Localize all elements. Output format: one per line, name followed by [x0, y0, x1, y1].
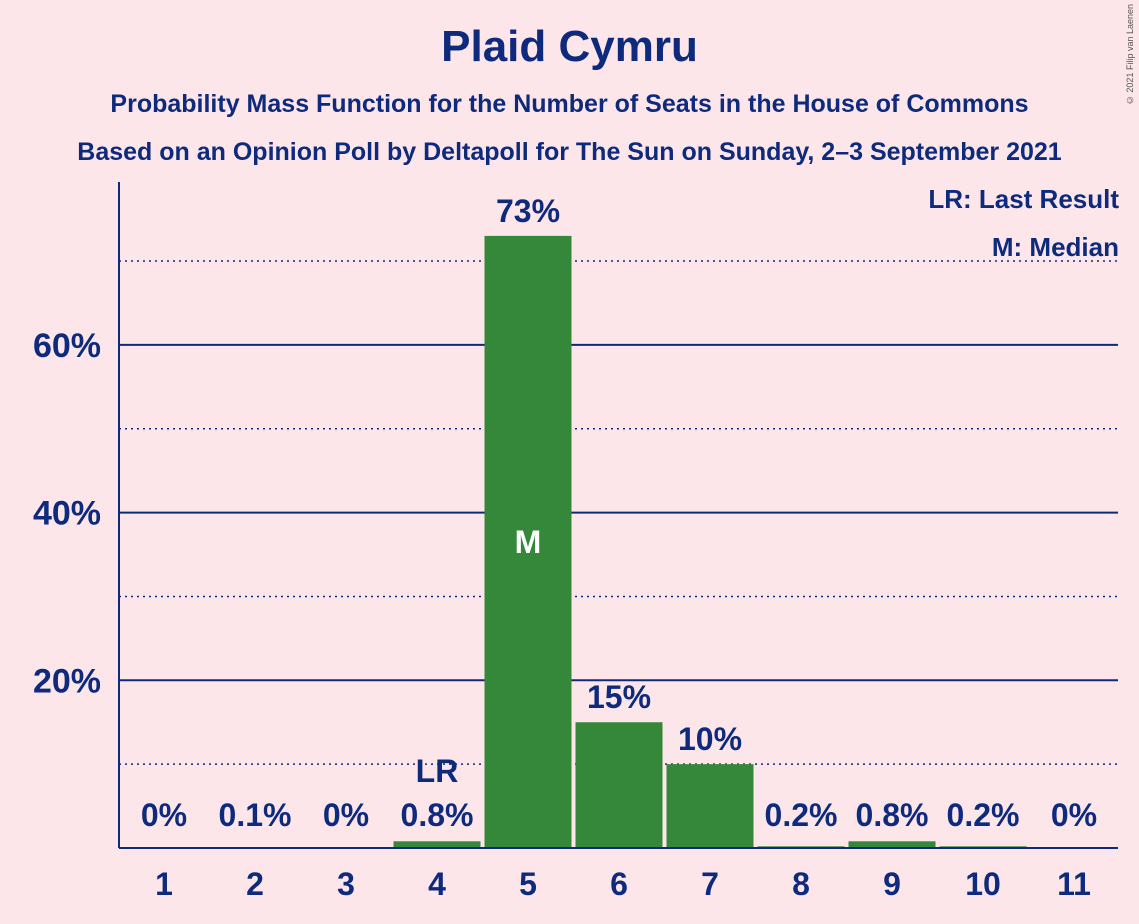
bar — [575, 722, 663, 848]
bar-value-label: 0% — [323, 797, 369, 833]
bar-value-label: 0.8% — [856, 797, 929, 833]
bar-value-label: 0% — [1051, 797, 1097, 833]
x-tick-label: 11 — [1057, 866, 1091, 902]
bar-value-label: 10% — [678, 721, 742, 757]
x-tick-label: 5 — [519, 866, 537, 902]
bar-value-label: 0.8% — [401, 797, 474, 833]
x-tick-label: 9 — [883, 866, 901, 902]
chart-subtitle-2: Based on an Opinion Poll by Deltapoll fo… — [77, 138, 1062, 166]
bar-value-label: 0% — [141, 797, 187, 833]
x-tick-label: 6 — [610, 866, 628, 902]
legend-median: M: Median — [991, 232, 1119, 262]
y-tick-label: 60% — [33, 327, 101, 365]
last-result-marker: LR — [416, 753, 459, 789]
bar — [666, 764, 754, 848]
chart-title: Plaid Cymru — [441, 22, 698, 71]
bar-value-label: 0.2% — [947, 797, 1020, 833]
x-tick-label: 7 — [701, 866, 719, 902]
bar-value-label: 0.2% — [765, 797, 838, 833]
x-tick-label: 1 — [155, 866, 173, 902]
y-tick-label: 40% — [33, 495, 101, 533]
bar-value-label: 73% — [496, 193, 560, 229]
y-tick-label: 20% — [33, 662, 101, 700]
bar — [393, 841, 481, 848]
chart-subtitle-1: Probability Mass Function for the Number… — [110, 90, 1029, 118]
median-marker: M — [515, 524, 542, 560]
bar-value-label: 15% — [587, 679, 651, 715]
x-tick-label: 10 — [965, 866, 1001, 902]
x-tick-label: 4 — [428, 866, 446, 902]
legend-last-result: LR: Last Result — [928, 184, 1119, 214]
x-tick-label: 8 — [792, 866, 810, 902]
x-tick-label: 2 — [246, 866, 264, 902]
bar — [848, 841, 936, 848]
bar — [484, 235, 572, 848]
x-tick-label: 3 — [337, 866, 355, 902]
bar-value-label: 0.1% — [219, 797, 292, 833]
